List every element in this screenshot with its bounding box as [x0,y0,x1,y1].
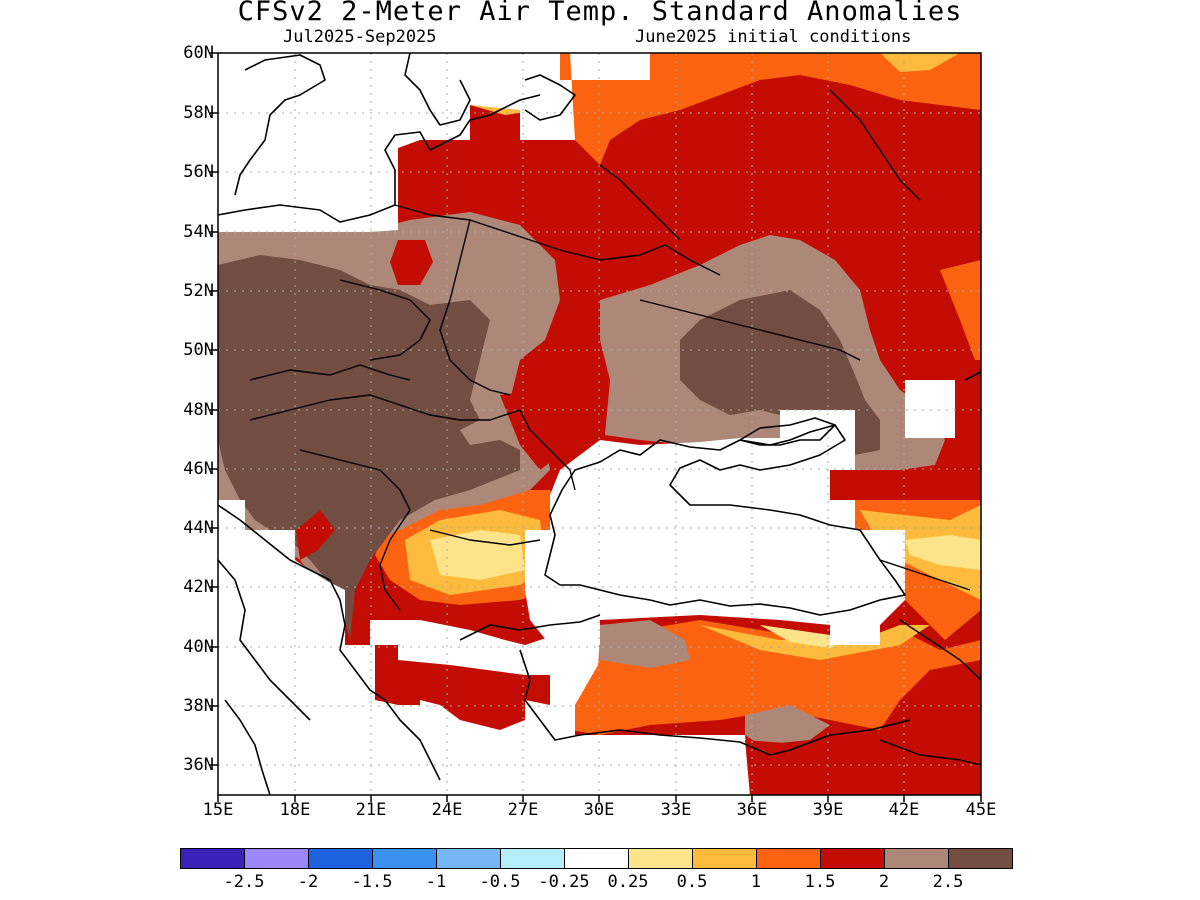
lat-label: 46N [183,459,214,479]
colorbar-swatch [500,848,565,869]
colorbar-label: 0.5 [676,872,708,892]
colorbar-label: -0.5 [479,872,521,892]
colorbar-label: -2 [297,872,319,892]
anomaly-fill-2 [296,510,335,560]
lat-label: 52N [183,281,214,301]
colorbar-swatch [692,848,757,869]
lat-label: 50N [183,340,214,360]
colorbar-label: 1.5 [804,872,836,892]
anomaly-fill-2 [745,720,981,795]
anomaly-fill-2-5-dark [218,255,520,640]
colorbar-swatch [372,848,437,869]
colorbar-label: 0.25 [607,872,649,892]
colorbar-swatch [948,848,1013,869]
colorbar-label: -1.5 [351,872,393,892]
lat-label: 36N [183,755,214,775]
lat-label: 44N [183,518,214,538]
lat-label: 56N [183,162,214,182]
lon-label: 15E [202,800,234,820]
coastlines [218,53,981,795]
lat-label: 60N [183,43,214,63]
lon-label: 36E [736,800,768,820]
anomaly-fill-2 [398,678,420,705]
anomaly-fill-1-5 [940,260,981,360]
masked-area [905,380,955,438]
lat-label: 40N [183,637,214,657]
colorbar-swatch [564,848,629,869]
lon-label: 21E [355,800,387,820]
anomaly-fill-2-5 [600,620,690,668]
lon-label: 24E [431,800,463,820]
anomaly-fill-0-5 [430,530,525,580]
masked-area [218,53,650,232]
masked-area [218,500,750,795]
colorbar-swatch [756,848,821,869]
chart-title: CFSv2 2-Meter Air Temp. Standard Anomali… [237,0,963,27]
colorbar-swatch [628,848,693,869]
lon-label: 27E [507,800,539,820]
lat-label: 42N [183,577,214,597]
colorbar-label: 2 [878,872,890,892]
axis-ticks [210,52,982,802]
lat-label: 38N [183,696,214,716]
lon-label: 30E [583,800,615,820]
colorbar-label: -1 [425,872,447,892]
national-borders [249,89,981,766]
colorbar-label: -2.5 [223,872,265,892]
lon-label: 33E [660,800,692,820]
anomaly-fill-1-5 [560,53,981,165]
anomaly-fill-1 [880,53,960,72]
anomaly-fill-2-5 [745,705,830,745]
colorbar-swatch [436,848,501,869]
anomaly-fill-0-5 [905,535,981,570]
colorbar-swatch [244,848,309,869]
period-subtitle: Jul2025-Sep2025 [283,27,437,47]
lat-label: 48N [183,400,214,420]
lon-label: 39E [812,800,844,820]
colorbar-label: 1 [750,872,762,892]
lon-label: 42E [888,800,920,820]
initial-conditions-subtitle: June2025 initial conditions [635,27,912,47]
lat-label: 58N [183,103,214,123]
lat-label: 54N [183,222,214,242]
anomaly-fill-2 [390,240,433,285]
colorbar-swatch [180,848,245,869]
colorbar-swatch [820,848,885,869]
lon-label: 45E [965,800,997,820]
colorbar-swatch [308,848,373,869]
colorbar-swatch [884,848,949,869]
masked-area [398,620,525,675]
colorbar-label: -0.25 [538,872,590,892]
colorbar-label: 2.5 [932,872,964,892]
lon-label: 18E [279,800,311,820]
